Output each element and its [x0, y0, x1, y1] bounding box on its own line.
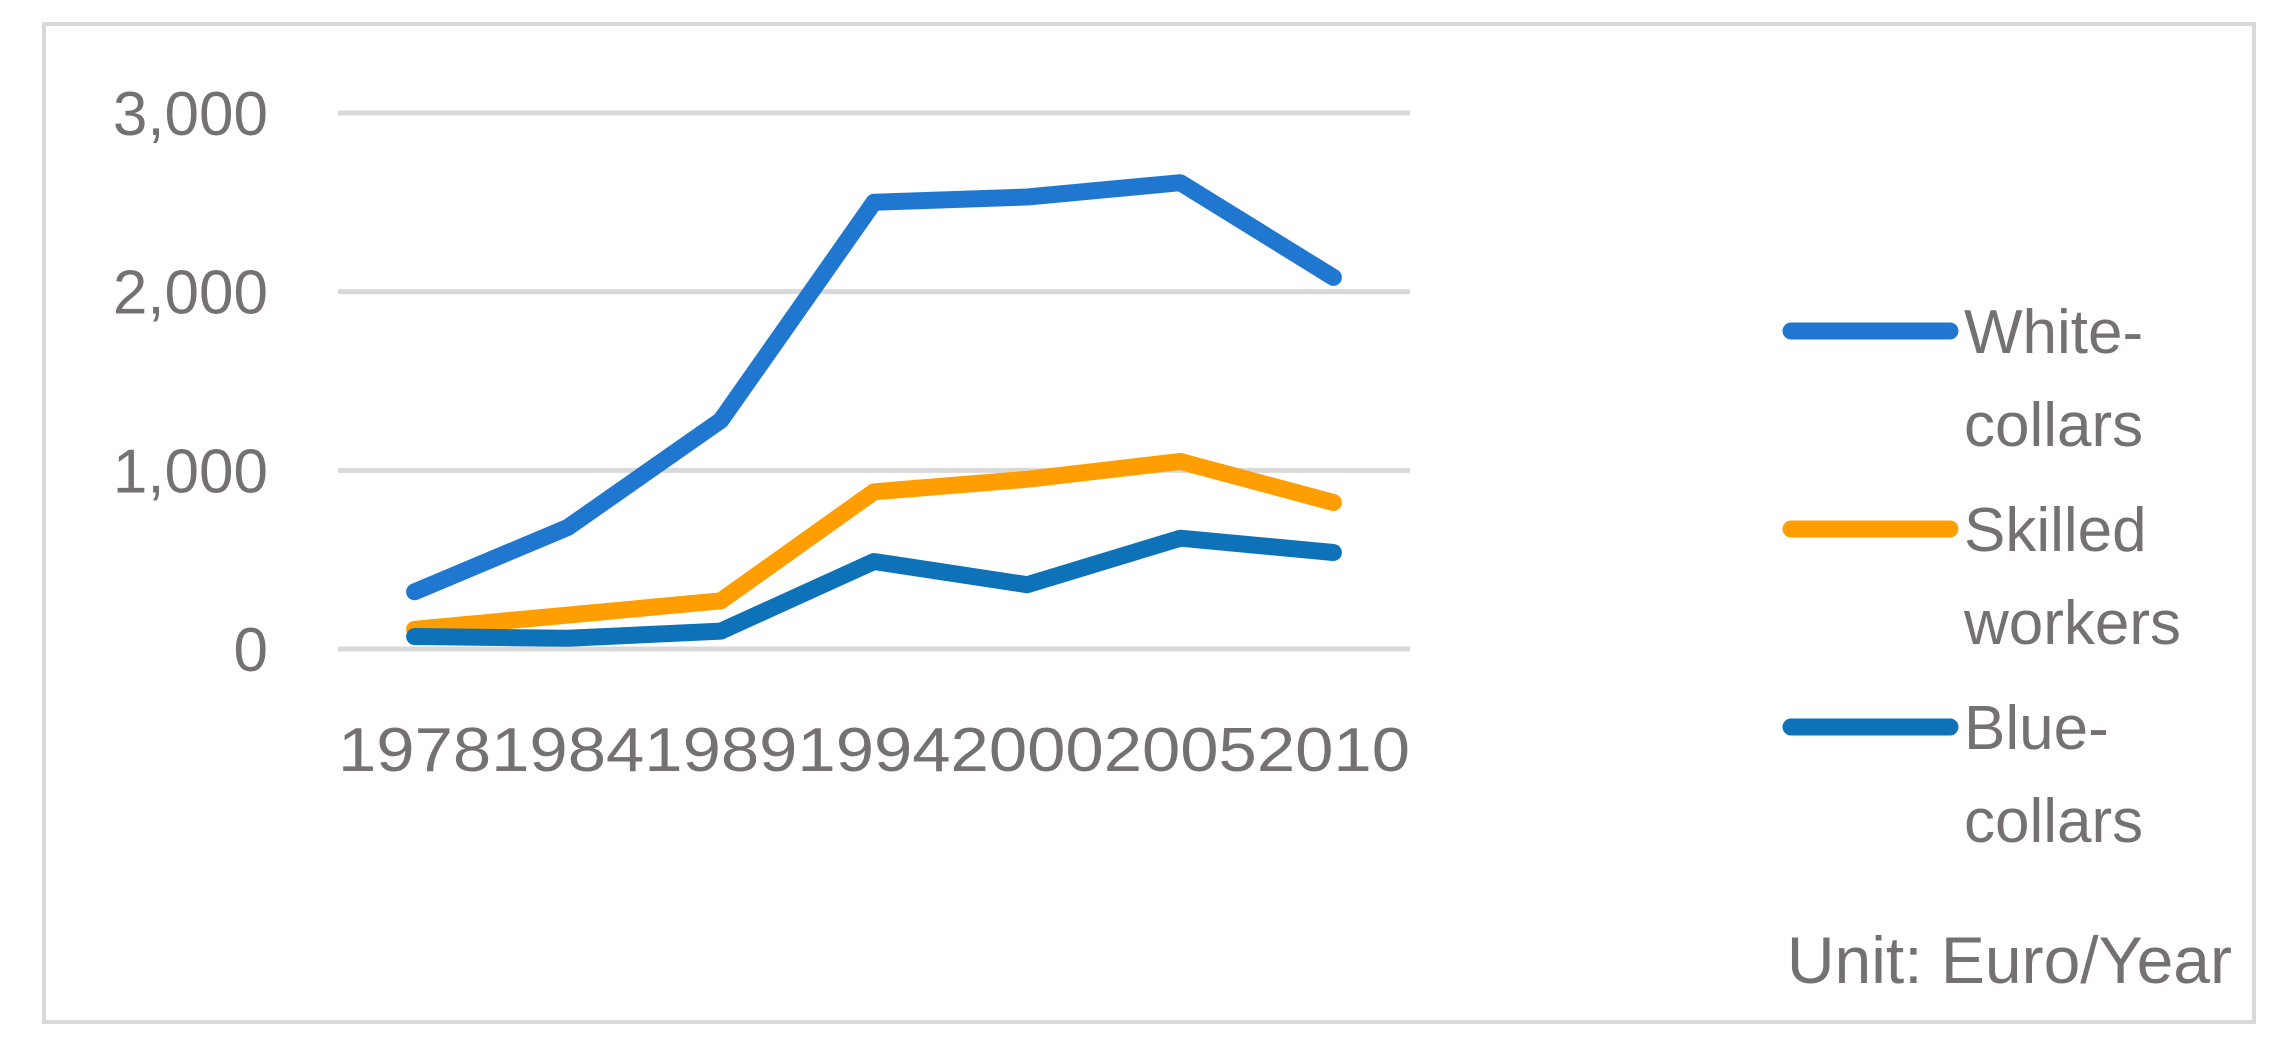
x-axis-ticks: 1978 1984 1989 1994 2000 2005 2010: [338, 716, 1410, 785]
legend-label: White-: [1964, 298, 2143, 367]
x-tick-label: 1994: [797, 716, 950, 785]
series-lines: [406, 174, 1342, 647]
y-tick-label: 0: [234, 616, 268, 685]
y-tick-label: 1,000: [113, 437, 268, 506]
x-tick-label: 1984: [491, 716, 644, 785]
legend: White-collars Skilled workers Blue-collars: [1782, 298, 2181, 856]
y-tick-label: 2,000: [113, 259, 268, 328]
x-tick-label: 1989: [644, 716, 797, 785]
x-tick-label: 1978: [338, 716, 491, 785]
series-line-3: [406, 529, 1342, 647]
y-axis-ticks: 0 1,000 2,000 3,000: [113, 80, 268, 685]
x-tick-label: 2000: [951, 716, 1104, 785]
legend-label: collars: [1964, 391, 2143, 460]
x-tick-label: 2010: [1257, 716, 1410, 785]
unit-annotation: Unit: Euro/Year: [1787, 923, 2232, 997]
x-tick-label: 2005: [1104, 716, 1257, 785]
legend-label: workers: [1963, 589, 2181, 658]
series-line-1: [406, 174, 1342, 601]
legend-label: collars: [1964, 787, 2143, 856]
series-line-2: [406, 452, 1342, 638]
legend-label: Blue-: [1964, 694, 2109, 763]
legend-label: Skilled: [1964, 496, 2147, 565]
y-tick-label: 3,000: [113, 80, 268, 149]
